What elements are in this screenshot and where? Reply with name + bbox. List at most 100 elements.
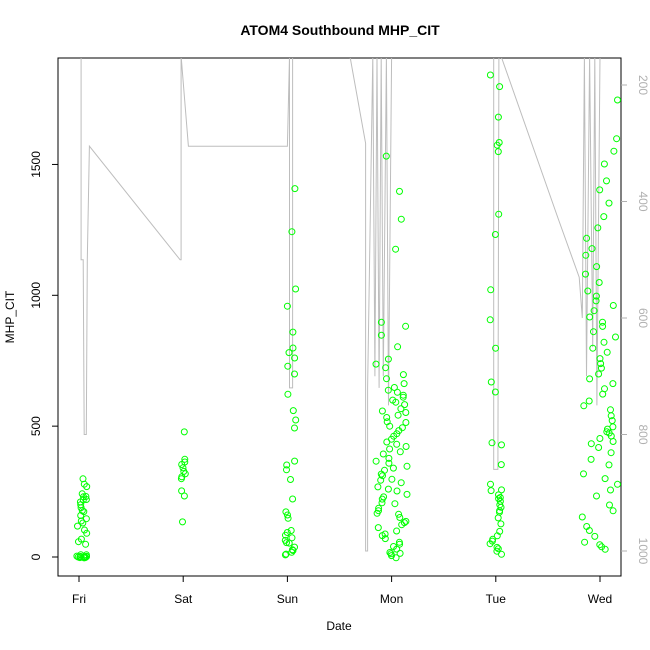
- data-point: [491, 231, 499, 238]
- data-point: [586, 375, 594, 383]
- data-point: [399, 371, 407, 379]
- data-point: [402, 419, 410, 426]
- data-point: [383, 414, 391, 421]
- data-point: [383, 418, 391, 426]
- data-point: [284, 514, 292, 522]
- data-point: [487, 487, 495, 495]
- data-point: [372, 457, 380, 465]
- data-point: [496, 83, 504, 91]
- plot-frame: [57, 57, 622, 577]
- data-point: [392, 245, 400, 253]
- data-point: [374, 483, 382, 491]
- data-point: [399, 391, 407, 399]
- data-point: [385, 459, 393, 467]
- data-point: [601, 385, 608, 393]
- data-point: [389, 396, 397, 404]
- data-point: [180, 467, 188, 475]
- data-point: [381, 466, 388, 474]
- data-point: [179, 518, 186, 526]
- data-point: [393, 487, 401, 495]
- data-point: [291, 424, 298, 432]
- data-point: [590, 307, 598, 315]
- data-point: [384, 355, 392, 363]
- data-point: [599, 322, 607, 330]
- data-point: [287, 527, 295, 534]
- data-point: [612, 333, 619, 341]
- data-point: [180, 428, 188, 436]
- data-point: [597, 360, 605, 368]
- data-point: [284, 390, 292, 398]
- data-point: [281, 536, 289, 544]
- data-point: [283, 302, 291, 310]
- data-point: [592, 297, 600, 305]
- y-tick-label: 0: [29, 553, 43, 560]
- data-point: [398, 424, 406, 432]
- data-point: [403, 462, 411, 470]
- data-point: [389, 464, 397, 472]
- data-point: [588, 245, 596, 253]
- data-point: [491, 388, 499, 396]
- data-point: [181, 455, 189, 463]
- data-point: [375, 504, 383, 512]
- data-point: [494, 514, 502, 522]
- data-point: [291, 543, 298, 551]
- data-point: [287, 476, 294, 483]
- data-point: [603, 428, 611, 436]
- data-point: [610, 147, 618, 155]
- series-points: [73, 71, 621, 562]
- data-point: [282, 508, 290, 516]
- data-point: [592, 292, 600, 300]
- data-point: [289, 328, 297, 336]
- data-point: [497, 520, 505, 528]
- y-axis: 0 500 1000 1500: [29, 151, 58, 560]
- series-line: [80, 58, 601, 552]
- data-point: [596, 186, 604, 194]
- data-point: [79, 519, 87, 527]
- y2-tick-label: 400: [636, 191, 650, 211]
- data-point: [283, 529, 291, 536]
- data-point: [492, 344, 500, 352]
- data-point: [496, 527, 504, 535]
- data-point: [375, 507, 382, 515]
- data-point: [377, 318, 385, 326]
- data-point: [292, 416, 300, 424]
- data-point: [495, 210, 503, 218]
- data-point: [281, 551, 289, 559]
- data-point: [390, 384, 398, 391]
- data-point: [596, 435, 604, 442]
- data-point: [582, 270, 589, 278]
- data-point: [393, 527, 401, 535]
- data-point: [587, 455, 595, 463]
- data-point: [385, 454, 393, 462]
- y2-axis: 200 400 600 800 1000: [621, 75, 650, 565]
- data-point: [395, 538, 403, 546]
- data-point: [487, 480, 494, 488]
- data-point: [384, 485, 392, 493]
- data-point: [596, 355, 604, 363]
- data-point: [390, 543, 397, 550]
- data-point: [289, 495, 297, 503]
- data-point: [614, 480, 621, 488]
- y-tick-label: 500: [29, 416, 43, 436]
- data-point: [583, 523, 591, 530]
- y2-tick-label: 200: [636, 75, 650, 95]
- data-point: [609, 302, 617, 309]
- data-point: [285, 349, 293, 357]
- data-point: [401, 401, 409, 409]
- data-point: [613, 135, 621, 143]
- data-point: [580, 470, 587, 478]
- data-point: [79, 475, 87, 483]
- data-point: [399, 393, 407, 401]
- data-point: [587, 440, 595, 448]
- data-point: [291, 370, 298, 378]
- data-point: [387, 550, 395, 558]
- data-point: [609, 380, 617, 388]
- data-point: [580, 402, 588, 410]
- data-point: [486, 71, 494, 79]
- data-point: [605, 199, 613, 207]
- data-point: [607, 486, 614, 494]
- data-point: [495, 491, 502, 499]
- data-point: [596, 541, 604, 549]
- data-point: [291, 354, 299, 362]
